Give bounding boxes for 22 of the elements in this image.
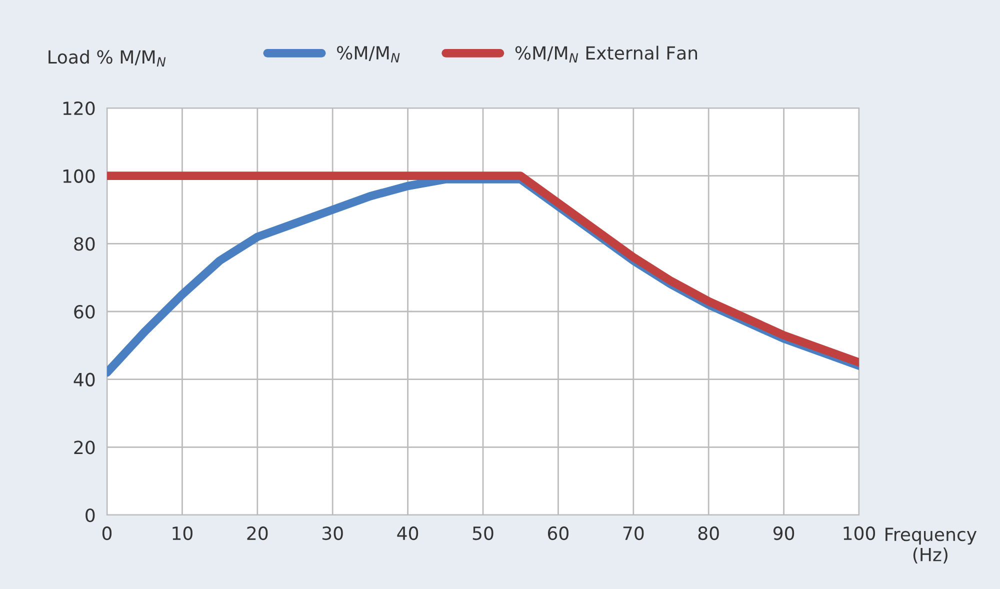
x-tick-label: 70: [623, 526, 644, 540]
y-tick-label: 120: [63, 101, 95, 116]
y-tick-label: 80: [74, 237, 95, 251]
legend-label: %M/M$_{N}$ External Fan: [515, 46, 697, 62]
x-tick-label: 50: [472, 526, 494, 540]
x-tick-label: 0: [102, 526, 112, 540]
y-tick-label: 20: [74, 440, 95, 454]
x-tick-label: 20: [247, 526, 268, 540]
x-tick-label: 90: [773, 526, 794, 540]
y-tick-label: 100: [63, 169, 95, 183]
y-tick-label: 0: [86, 508, 95, 522]
x-axis-title: Frequency (Hz): [886, 528, 977, 564]
x-tick-label: 80: [698, 526, 719, 540]
x-tick-label: 100: [844, 526, 876, 540]
legend-label: %M/M$_{N}$: [337, 46, 400, 62]
x-tick-label: 10: [172, 526, 192, 540]
y-axis-title: Load % M/M$_{N}$: [48, 50, 166, 67]
y-tick-label: 60: [74, 304, 95, 319]
x-tick-label: 60: [548, 526, 568, 540]
x-tick-label: 30: [322, 526, 343, 540]
y-tick-label: 40: [74, 372, 95, 386]
x-tick-label: 40: [397, 526, 418, 540]
